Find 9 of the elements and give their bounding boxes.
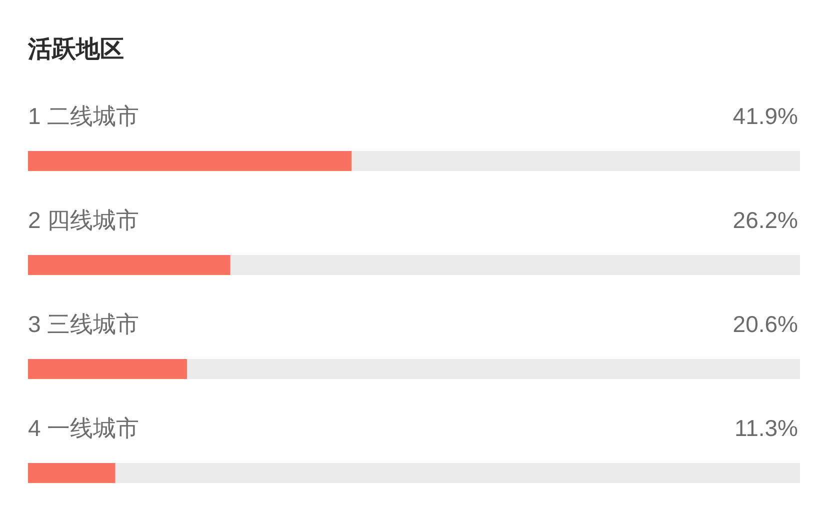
category-label: 1 二线城市 (28, 103, 140, 129)
category-label: 2 四线城市 (28, 207, 140, 233)
value-label: 41.9% (732, 103, 798, 129)
title: 活跃地区 (28, 36, 124, 63)
category-label: 3 三线城市 (28, 311, 140, 337)
value-label: 11.3% (734, 415, 798, 441)
value-label: 26.2% (732, 207, 798, 233)
category-label: 4 一线城市 (28, 415, 140, 441)
value-label: 20.6% (732, 311, 798, 337)
